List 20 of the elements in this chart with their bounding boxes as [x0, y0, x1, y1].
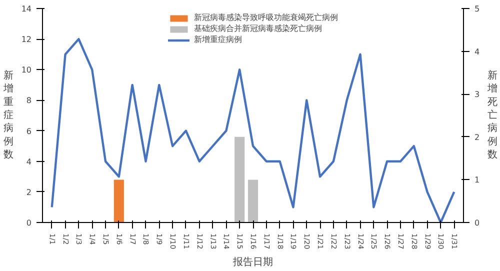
y-tick-label: 2: [26, 188, 32, 197]
y2-tick-label: 2: [474, 132, 480, 142]
y-tick-label: 14: [21, 4, 32, 14]
x-axis-title: 报告日期: [232, 256, 273, 268]
y2-tick-label: 4: [474, 47, 480, 56]
legend-label: 新冠病毒感染导致呼吸功能衰竭死亡病例: [194, 12, 338, 23]
y-axis-title: 新增重症病例数: [2, 69, 14, 161]
y-tick-label: 0: [26, 218, 32, 228]
y2-tick-label: 1: [474, 176, 480, 185]
y-tick-label: 10: [21, 66, 32, 75]
y2-axis-title: 新增死亡病例数: [486, 69, 498, 161]
y-tick-label: 6: [26, 126, 32, 136]
y-tick-label: 12: [21, 35, 32, 44]
y-tick-label: 4: [26, 157, 32, 166]
legend-label: 新增重症病例: [194, 34, 242, 45]
y2-tick-label: 0: [474, 218, 480, 228]
y2-tick-label: 5: [474, 4, 480, 14]
legend-label: 基础疾病合并新冠病毒感染死亡病例: [194, 23, 322, 34]
y2-tick-label: 3: [474, 90, 480, 100]
y-tick-label: 8: [26, 96, 32, 106]
